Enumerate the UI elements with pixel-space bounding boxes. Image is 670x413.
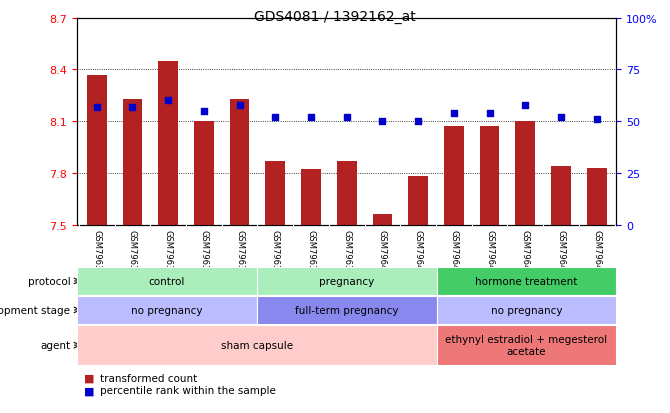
Bar	[265, 161, 285, 225]
Text: development stage: development stage	[0, 305, 70, 315]
Bar	[373, 215, 392, 225]
Bar	[158, 62, 178, 225]
Bar	[230, 100, 249, 225]
Text: full-term pregnancy: full-term pregnancy	[295, 305, 399, 315]
Text: percentile rank within the sample: percentile rank within the sample	[100, 385, 276, 395]
Text: no pregnancy: no pregnancy	[490, 305, 562, 315]
Text: ethynyl estradiol + megesterol
acetate: ethynyl estradiol + megesterol acetate	[446, 335, 608, 356]
Text: GSM796395: GSM796395	[200, 229, 208, 280]
Text: GSM796396: GSM796396	[235, 229, 244, 280]
Point	[448, 110, 459, 117]
Text: GSM796397: GSM796397	[271, 229, 280, 280]
Point	[341, 114, 352, 121]
Bar	[587, 168, 606, 225]
Text: protocol: protocol	[27, 276, 70, 286]
Text: GSM796393: GSM796393	[128, 229, 137, 280]
Point	[306, 114, 316, 121]
Point	[484, 110, 495, 117]
Point	[520, 102, 531, 109]
Bar	[87, 75, 107, 225]
Text: GSM796398: GSM796398	[306, 229, 316, 280]
Text: GSM796401: GSM796401	[413, 229, 423, 280]
Point	[163, 98, 174, 104]
Text: GSM796405: GSM796405	[557, 229, 565, 280]
Point	[198, 108, 209, 115]
Text: hormone treatment: hormone treatment	[475, 276, 578, 286]
Text: agent: agent	[40, 340, 70, 350]
Text: ■: ■	[84, 385, 94, 395]
Bar	[444, 127, 464, 225]
Text: control: control	[149, 276, 185, 286]
Point	[270, 114, 281, 121]
Text: GDS4081 / 1392162_at: GDS4081 / 1392162_at	[254, 10, 416, 24]
Text: GSM796402: GSM796402	[450, 229, 458, 280]
Bar	[302, 170, 321, 225]
Point	[413, 119, 423, 125]
Text: GSM796400: GSM796400	[378, 229, 387, 280]
Text: GSM796394: GSM796394	[163, 229, 173, 280]
Point	[592, 116, 602, 123]
Text: ■: ■	[84, 373, 94, 383]
Text: pregnancy: pregnancy	[319, 276, 375, 286]
Text: GSM796392: GSM796392	[92, 229, 101, 280]
Text: GSM796399: GSM796399	[342, 229, 351, 280]
Point	[377, 119, 388, 125]
Text: GSM796403: GSM796403	[485, 229, 494, 280]
Bar	[480, 127, 499, 225]
Bar	[194, 122, 214, 225]
Text: sham capsule: sham capsule	[221, 340, 293, 350]
Point	[555, 114, 566, 121]
Point	[91, 104, 102, 111]
Text: no pregnancy: no pregnancy	[131, 305, 203, 315]
Text: transformed count: transformed count	[100, 373, 198, 383]
Bar	[551, 166, 571, 225]
Point	[127, 104, 138, 111]
Text: GSM796406: GSM796406	[592, 229, 601, 280]
Text: GSM796404: GSM796404	[521, 229, 530, 280]
Point	[234, 102, 245, 109]
Bar	[123, 100, 142, 225]
Bar	[337, 161, 356, 225]
Bar	[515, 122, 535, 225]
Bar	[408, 177, 428, 225]
